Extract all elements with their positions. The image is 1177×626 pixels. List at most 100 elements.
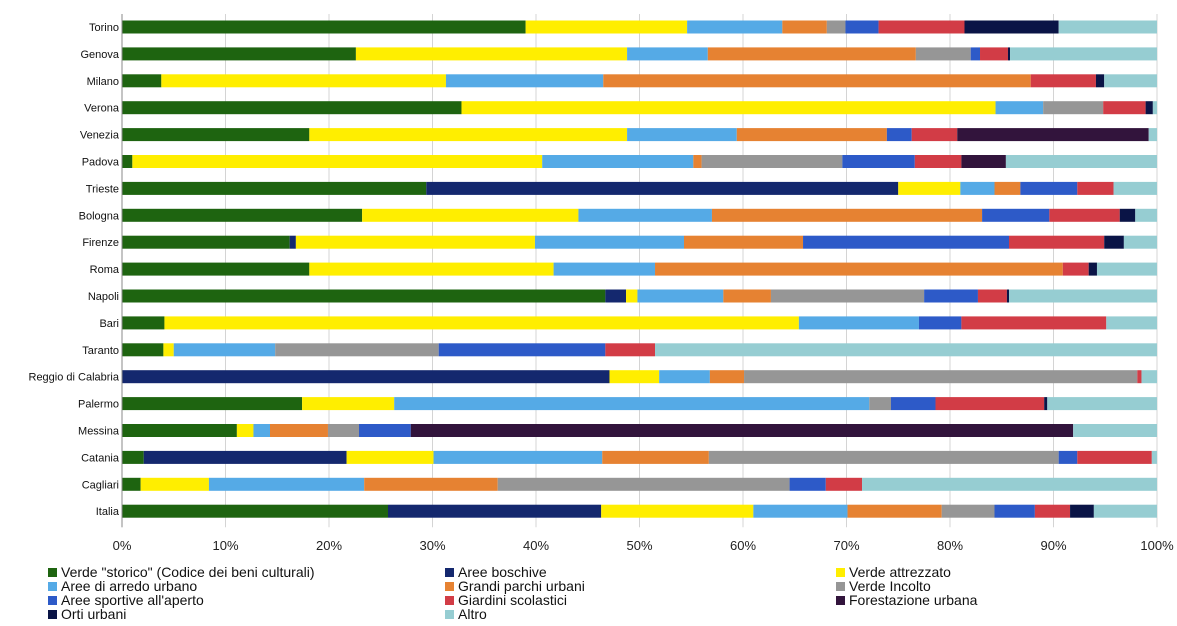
bar-segment bbox=[122, 289, 606, 303]
bar-segment bbox=[289, 235, 296, 249]
x-tick-label: 60% bbox=[730, 538, 756, 553]
legend-swatch bbox=[445, 582, 454, 591]
category-label: Bologna bbox=[79, 210, 120, 222]
bar-segment bbox=[534, 235, 685, 249]
legend-label: Giardini scolastici bbox=[458, 592, 567, 608]
bar-segment bbox=[143, 450, 347, 464]
bar-segment bbox=[960, 181, 995, 195]
category-label: Firenze bbox=[82, 237, 119, 249]
bar-segment bbox=[163, 343, 174, 357]
bar-segment bbox=[693, 155, 702, 168]
x-tick-label: 80% bbox=[937, 538, 963, 553]
category-label: Palermo bbox=[78, 399, 119, 411]
bar-segment bbox=[122, 128, 310, 142]
category-label: Cagliari bbox=[82, 479, 119, 491]
x-tick-label: 90% bbox=[1040, 538, 1066, 553]
x-tick-label: 70% bbox=[833, 538, 859, 553]
legend-label: Verde attrezzato bbox=[849, 564, 951, 580]
category-label: Padova bbox=[82, 157, 120, 169]
category-label: Genova bbox=[80, 49, 119, 61]
bar-segment bbox=[602, 450, 709, 464]
bar-segment bbox=[980, 47, 1008, 61]
bar-segment bbox=[701, 155, 843, 168]
bar-segment bbox=[553, 262, 656, 276]
bar-segment bbox=[362, 208, 579, 222]
bar-segment bbox=[1104, 74, 1157, 88]
bar-segment bbox=[1043, 101, 1104, 115]
bar-segment bbox=[1103, 101, 1146, 115]
legend-label: Altro bbox=[458, 606, 487, 622]
bar-segment bbox=[1137, 370, 1142, 384]
bar-segment bbox=[122, 504, 388, 518]
bar-segment bbox=[1093, 504, 1157, 518]
bar-segment bbox=[886, 128, 912, 142]
category-label: Italia bbox=[96, 506, 120, 518]
bar-segment bbox=[995, 101, 1044, 115]
bar-segment bbox=[387, 504, 602, 518]
bar-segment bbox=[961, 155, 1006, 168]
bar-segment bbox=[994, 181, 1021, 195]
x-axis: 0% 10% 20% 30% 40% 50% 60% 70% 80% 90% 100% bbox=[113, 14, 1174, 553]
bar-segment bbox=[825, 477, 863, 491]
bar-segment bbox=[122, 208, 363, 222]
category-label: Milano bbox=[87, 76, 119, 88]
bar-segment bbox=[426, 181, 899, 195]
bar-segment bbox=[542, 155, 694, 168]
bar-segment bbox=[1135, 208, 1157, 222]
bar-segment bbox=[1049, 208, 1120, 222]
bar-segment bbox=[359, 424, 411, 437]
bar-segment bbox=[744, 370, 1138, 384]
bar-segment bbox=[736, 128, 887, 142]
bar-segment bbox=[1148, 128, 1157, 142]
bar-segment bbox=[803, 235, 1009, 249]
bar-segment bbox=[1005, 155, 1157, 168]
legend-swatch bbox=[445, 568, 454, 577]
bar-segment bbox=[433, 450, 603, 464]
bar-segment bbox=[941, 504, 995, 518]
bar-segment bbox=[708, 450, 1059, 464]
bar-segment bbox=[1007, 47, 1011, 61]
legend-label: Orti urbani bbox=[61, 606, 126, 622]
bar-segment bbox=[687, 20, 783, 34]
bar-segment bbox=[164, 316, 799, 330]
x-tick-label: 50% bbox=[626, 538, 652, 553]
bar-segment bbox=[891, 397, 936, 411]
bar-segment bbox=[637, 289, 724, 303]
bar-segment bbox=[122, 74, 162, 88]
legend-label: Grandi parchi urbani bbox=[458, 578, 585, 594]
bar-segment bbox=[1073, 424, 1157, 437]
bar-segment bbox=[309, 262, 554, 276]
bar-segment bbox=[122, 450, 144, 464]
bar-segment bbox=[1119, 208, 1136, 222]
bar-segment bbox=[684, 235, 804, 249]
bar-segment bbox=[445, 74, 604, 88]
bar-segment bbox=[122, 477, 141, 491]
bar-segment bbox=[878, 20, 965, 34]
bar-segment bbox=[1047, 397, 1157, 411]
legend-swatch bbox=[836, 568, 845, 577]
category-label: Bari bbox=[99, 318, 119, 330]
bar-segment bbox=[1058, 20, 1157, 34]
bar-segment bbox=[122, 235, 290, 249]
bar-segment bbox=[1145, 101, 1153, 115]
bar-segment bbox=[1044, 397, 1048, 411]
bar-segment bbox=[911, 128, 958, 142]
bar-segment bbox=[438, 343, 606, 357]
category-label: Trieste bbox=[86, 183, 119, 195]
legend-swatch bbox=[445, 610, 454, 619]
bar-segment bbox=[122, 155, 133, 168]
x-tick-label: 40% bbox=[523, 538, 549, 553]
bar-segment bbox=[122, 262, 310, 276]
bar-segment bbox=[327, 424, 360, 437]
bar-segment bbox=[1020, 181, 1078, 195]
bar-segment bbox=[1123, 235, 1157, 249]
bar-segment bbox=[1104, 235, 1124, 249]
bar-segment bbox=[1034, 504, 1071, 518]
bar-segment bbox=[1077, 181, 1114, 195]
category-label: Venezia bbox=[80, 130, 120, 142]
bar-segment bbox=[302, 397, 395, 411]
bar-segment bbox=[394, 397, 870, 411]
x-tick-label: 100% bbox=[1140, 538, 1174, 553]
bar-segment bbox=[982, 208, 1050, 222]
